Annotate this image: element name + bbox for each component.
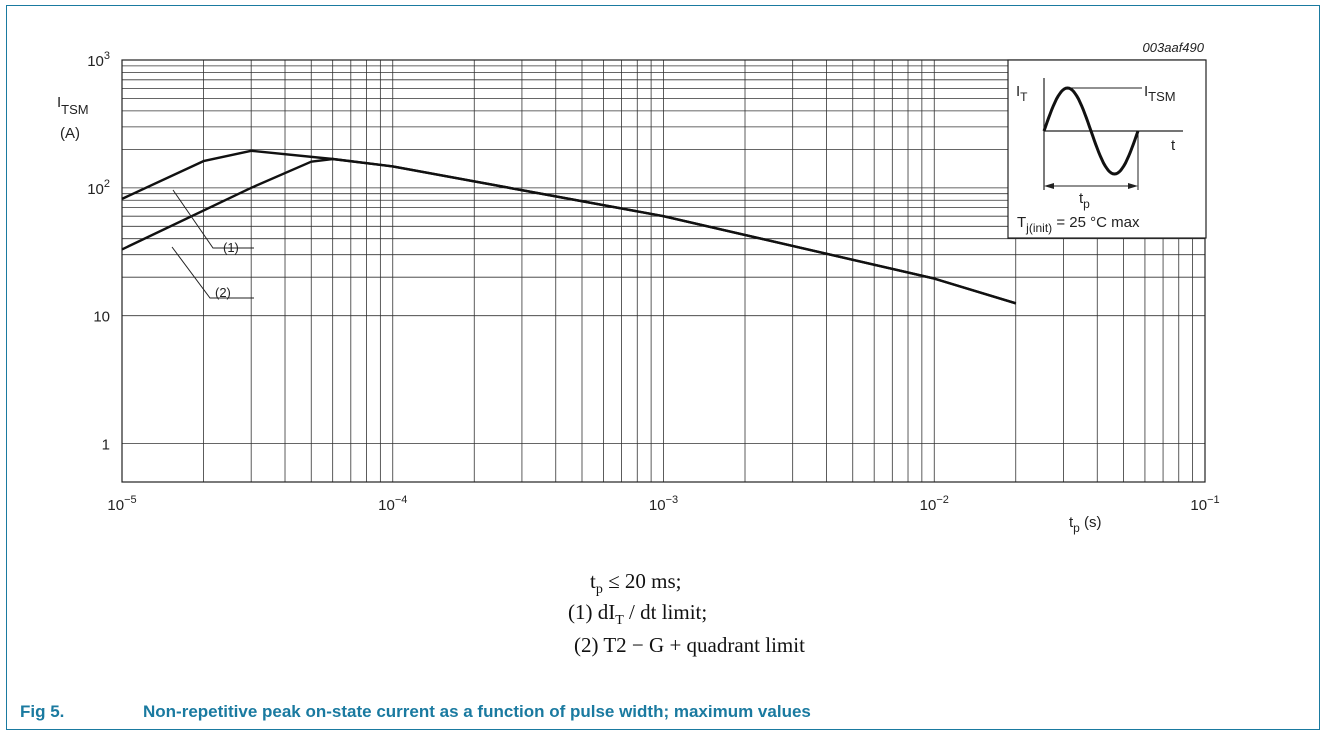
figure-caption: Fig 5. Non-repetitive peak on-state curre… <box>20 702 811 722</box>
inset-tp-arrowhead-right <box>1128 183 1138 189</box>
y-tick-label: 103 <box>87 50 110 70</box>
note-quadrant-limit: (2) T2 − G + quadrant limit <box>574 633 805 657</box>
series-1-callout: (1) <box>172 189 254 255</box>
inset-temp-label: Tj(init) = 25 °C max <box>1017 214 1140 235</box>
series-1-label: (1) <box>223 240 239 255</box>
plot-border <box>121 59 1206 483</box>
inset-t-label: t <box>1171 137 1176 154</box>
y-tick-label: 1 <box>102 437 110 454</box>
grid-layer <box>121 60 1205 482</box>
y-tick-label: 10 <box>93 309 110 326</box>
inset-tp-label: tp <box>1079 190 1090 211</box>
figure-code: 003aaf490 <box>1143 40 1205 55</box>
inset-tp-arrowhead-left <box>1044 183 1054 189</box>
inset-it-label: IT <box>1016 83 1028 104</box>
x-tick-label: 10−1 <box>1190 494 1219 514</box>
inset-itsm-label: ITSM <box>1144 83 1176 104</box>
inset-waveform: IT ITSM t tp Tj(init) = 25 °C max <box>1007 59 1207 239</box>
note-di-dt-limit: (1) dIT / dt limit; <box>568 600 708 629</box>
y-axis-label: ITSM <box>57 94 89 117</box>
x-axis-label: tp (s) <box>1069 514 1102 535</box>
figure-number: Fig 5. <box>20 702 65 721</box>
x-tick-label: 10−4 <box>378 494 407 514</box>
y-axis-unit: (A) <box>60 125 80 142</box>
tick-layer: 10−5 10−4 10−3 10−2 10−1 1 10 102 103 <box>87 50 1219 514</box>
x-tick-label: 10−2 <box>920 494 949 514</box>
figure-frame <box>6 5 1320 730</box>
inset-sine-wave <box>1042 86 1140 176</box>
figure-title: Non-repetitive peak on-state current as … <box>143 702 811 721</box>
x-tick-label: 10−3 <box>649 494 678 514</box>
series-layer <box>121 149 1017 305</box>
note-pulse-width: tp ≤ 20 ms; <box>590 569 682 598</box>
series-1-line <box>121 149 1017 305</box>
x-tick-label: 10−5 <box>107 494 136 514</box>
series-2-label: (2) <box>215 285 231 300</box>
inset-box <box>1007 59 1207 239</box>
series-2-callout: (2) <box>171 246 254 300</box>
y-tick-label: 102 <box>87 178 110 198</box>
series-2-line <box>121 157 1017 305</box>
